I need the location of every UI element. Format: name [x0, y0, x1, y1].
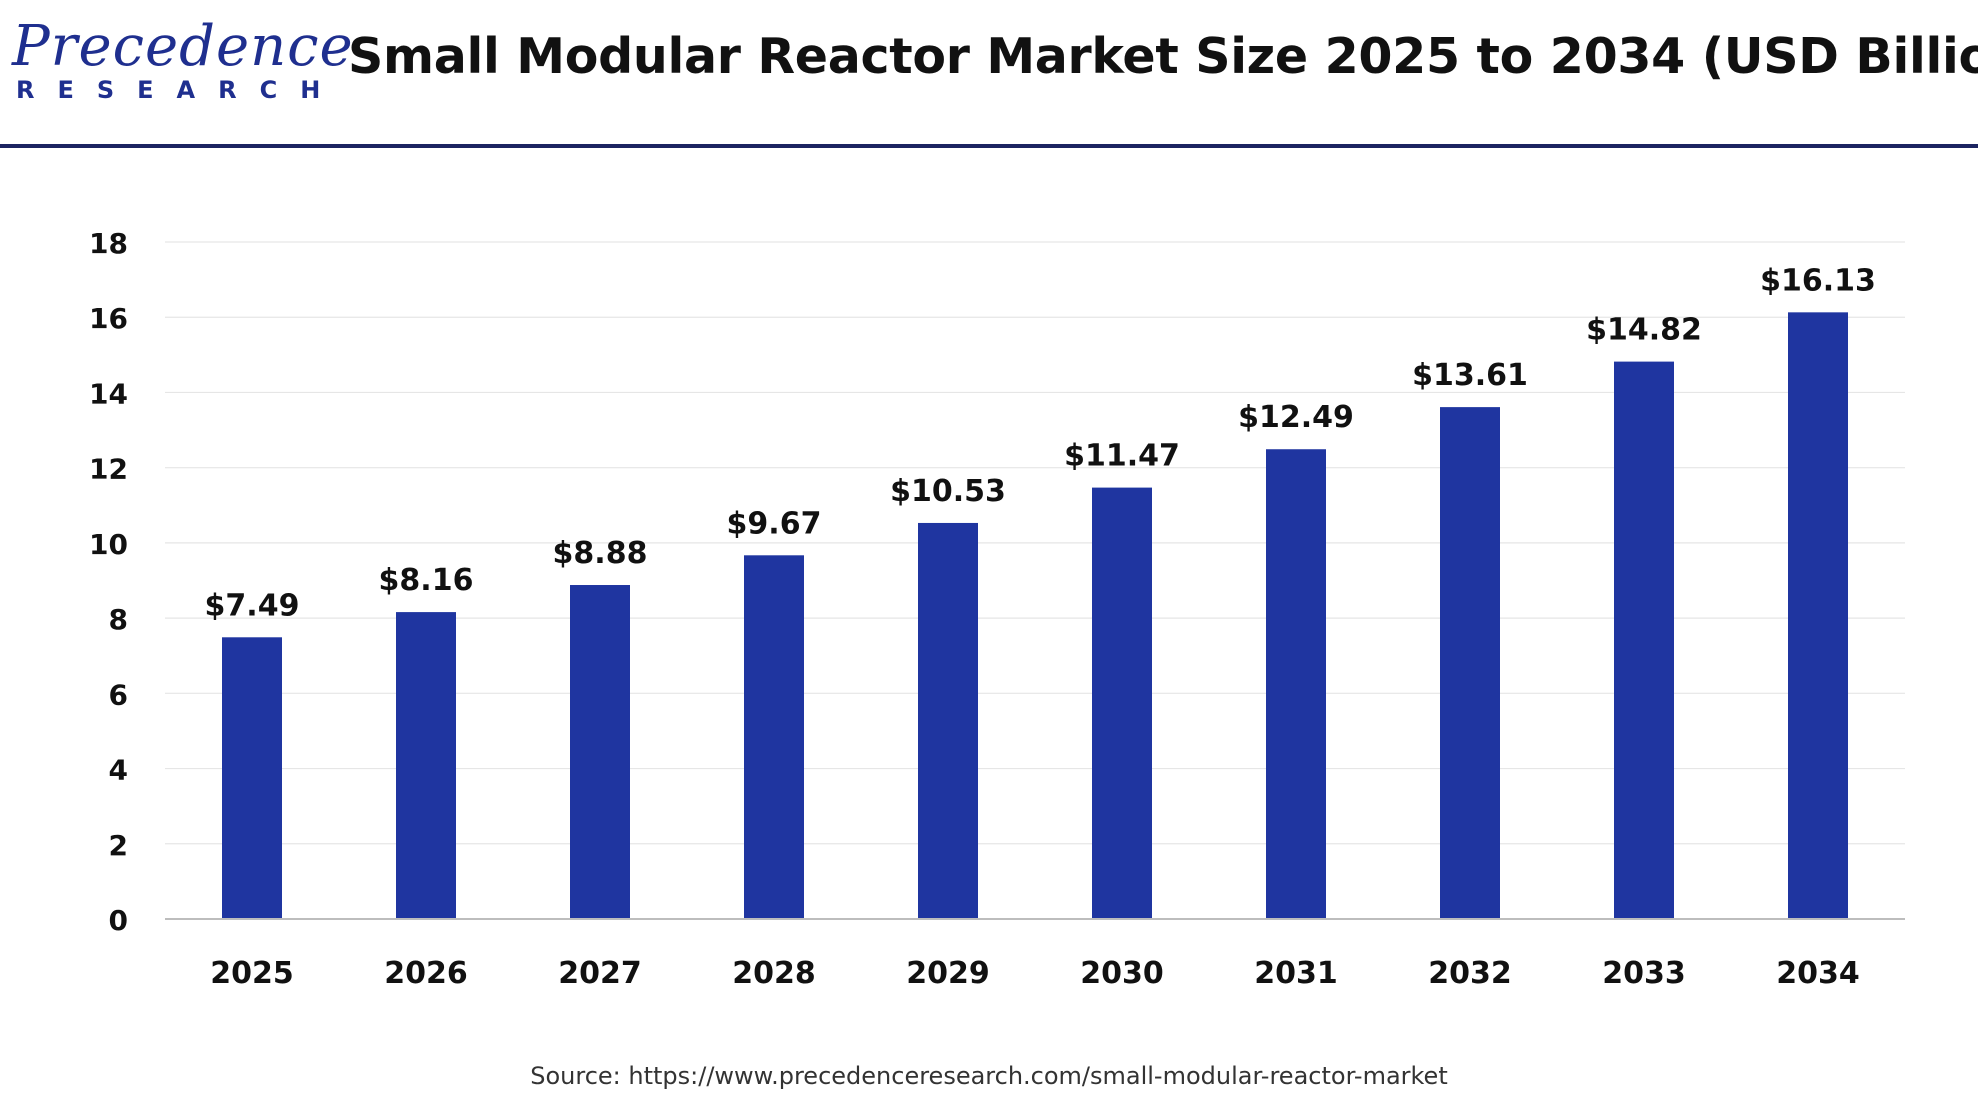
- y-tick-label: 8: [109, 603, 128, 636]
- x-tick-label-2028: 2028: [732, 956, 816, 991]
- y-tick-label: 4: [109, 754, 128, 787]
- data-label-2028: $9.67: [727, 506, 822, 541]
- chart-header: Precedence RESEARCH Small Modular Reacto…: [0, 0, 1978, 148]
- x-tick-label-2031: 2031: [1254, 956, 1338, 991]
- logo-wordmark: Precedence: [12, 14, 354, 79]
- data-label-2033: $14.82: [1586, 313, 1702, 348]
- y-tick-label: 0: [109, 904, 128, 937]
- x-tick-label-2030: 2030: [1080, 956, 1164, 991]
- x-tick-label-2034: 2034: [1776, 956, 1860, 991]
- y-axis-ticks: 0 2 4 6 8 10 12 14 16 18: [89, 227, 128, 937]
- source-note: Source: https://www.precedenceresearch.c…: [530, 1062, 1448, 1090]
- y-tick-label: 18: [89, 227, 128, 260]
- bar-2030: [1092, 487, 1152, 919]
- bar-2027: [570, 585, 630, 919]
- data-label-2029: $10.53: [890, 474, 1006, 509]
- data-label-2027: $8.88: [553, 536, 648, 571]
- data-label-2026: $8.16: [379, 563, 474, 598]
- y-tick-label: 14: [89, 377, 128, 410]
- bar-2028: [744, 555, 804, 919]
- data-label-2030: $11.47: [1064, 439, 1180, 474]
- bar-2029: [918, 522, 978, 919]
- x-tick-label-2032: 2032: [1428, 956, 1512, 991]
- bar-2032: [1440, 407, 1500, 919]
- bar-2025: [222, 637, 282, 919]
- data-label-2032: $13.61: [1412, 358, 1528, 393]
- bar-2034: [1788, 312, 1848, 919]
- x-tick-label-2027: 2027: [558, 956, 642, 991]
- chart-title: Small Modular Reactor Market Size 2025 t…: [348, 28, 1978, 85]
- bar-2031: [1266, 449, 1326, 919]
- header-divider: [0, 144, 1978, 148]
- data-labels: $7.49 $8.16 $8.88 $9.67 $10.53 $11.47 $12.49 $1…: [205, 263, 1876, 623]
- x-tick-label-2026: 2026: [384, 956, 468, 991]
- logo-subtitle: RESEARCH: [16, 76, 344, 104]
- data-label-2031: $12.49: [1238, 400, 1354, 435]
- y-tick-label: 16: [89, 302, 128, 335]
- bar-chart: 0 2 4 6 8 10 12 14 16 18 $7.49 $8.16 $8.88 $9.67 $10.…: [89, 227, 1905, 991]
- precedence-research-logo: Precedence RESEARCH: [12, 14, 353, 114]
- bar-2033: [1614, 361, 1674, 919]
- x-axis-ticks: 2025 2026 2027 2028 2029 2030 2031 2032 2033 2034: [210, 956, 1860, 991]
- y-tick-label: 2: [109, 829, 128, 862]
- y-tick-label: 10: [89, 528, 128, 561]
- x-tick-label-2025: 2025: [210, 956, 294, 991]
- bars: [222, 312, 1848, 919]
- x-tick-label-2029: 2029: [906, 956, 990, 991]
- data-label-2025: $7.49: [205, 588, 300, 623]
- x-tick-label-2033: 2033: [1602, 956, 1686, 991]
- bar-2026: [396, 612, 456, 919]
- y-tick-label: 12: [89, 453, 128, 486]
- data-label-2034: $16.13: [1760, 263, 1876, 298]
- y-tick-label: 6: [109, 678, 128, 711]
